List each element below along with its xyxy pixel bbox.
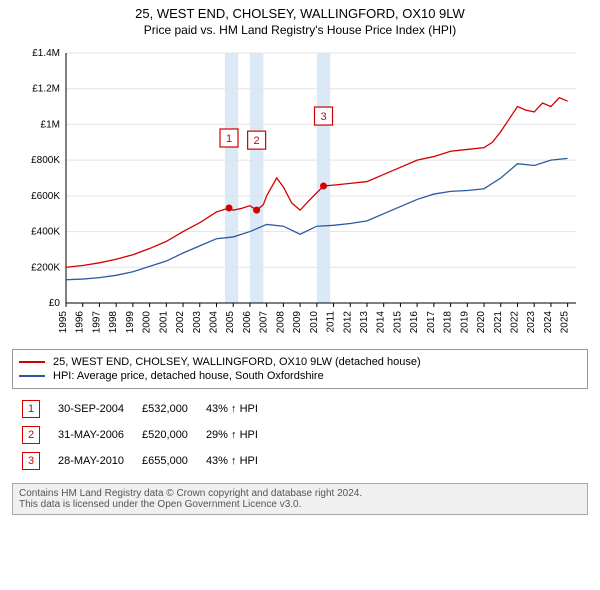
sale-number-box: 2: [22, 426, 40, 444]
sale-number: 3: [320, 111, 326, 123]
y-tick-label: £1.4M: [32, 48, 60, 59]
x-tick-label: 2018: [443, 311, 454, 334]
y-tick-label: £1M: [41, 119, 60, 130]
sale-date: 31-MAY-2006: [50, 423, 132, 447]
x-tick-label: 2010: [309, 311, 320, 334]
y-tick-label: £0: [49, 298, 61, 309]
table-row: 1 30-SEP-2004£532,00043% ↑ HPI: [14, 397, 266, 421]
x-tick-label: 2004: [208, 311, 219, 334]
sale-marker: [253, 207, 260, 214]
x-tick-label: 2015: [392, 311, 403, 334]
sale-price: £655,000: [134, 449, 196, 473]
highlight-band: [250, 53, 263, 303]
x-tick-label: 2023: [526, 311, 537, 334]
sale-delta: 43% ↑ HPI: [198, 449, 266, 473]
x-tick-label: 2006: [242, 311, 253, 334]
x-tick-label: 1998: [108, 311, 119, 334]
x-tick-label: 2009: [292, 311, 303, 334]
x-tick-label: 1996: [75, 311, 86, 334]
x-tick-label: 1997: [91, 311, 102, 334]
legend-swatch: [19, 375, 45, 377]
x-tick-label: 2013: [359, 311, 370, 334]
sale-price: £520,000: [134, 423, 196, 447]
sale-number: 2: [254, 135, 260, 147]
sale-delta: 29% ↑ HPI: [198, 423, 266, 447]
table-row: 2 31-MAY-2006£520,00029% ↑ HPI: [14, 423, 266, 447]
highlight-band: [317, 53, 330, 303]
x-tick-label: 2011: [326, 311, 337, 333]
sale-delta: 43% ↑ HPI: [198, 397, 266, 421]
x-tick-label: 2000: [142, 311, 153, 334]
y-tick-label: £600K: [31, 191, 60, 202]
sale-number-box: 3: [22, 452, 40, 470]
sale-date: 30-SEP-2004: [50, 397, 132, 421]
y-tick-label: £1.2M: [32, 84, 60, 95]
attribution-line2: This data is licensed under the Open Gov…: [19, 499, 581, 510]
attribution-line1: Contains HM Land Registry data © Crown c…: [19, 488, 581, 499]
legend-label: 25, WEST END, CHOLSEY, WALLINGFORD, OX10…: [53, 356, 421, 368]
sale-marker: [226, 205, 233, 212]
y-tick-label: £800K: [31, 155, 60, 166]
table-row: 3 28-MAY-2010£655,00043% ↑ HPI: [14, 449, 266, 473]
x-tick-label: 2007: [259, 311, 270, 334]
x-tick-label: 2002: [175, 311, 186, 334]
x-tick-label: 2014: [376, 311, 387, 334]
legend-row: HPI: Average price, detached house, Sout…: [19, 370, 581, 382]
y-tick-label: £400K: [31, 227, 60, 238]
legend: 25, WEST END, CHOLSEY, WALLINGFORD, OX10…: [12, 349, 588, 389]
x-tick-label: 1995: [58, 311, 69, 334]
sale-price: £532,000: [134, 397, 196, 421]
x-tick-label: 2012: [342, 311, 353, 334]
x-tick-label: 2022: [509, 311, 520, 334]
legend-row: 25, WEST END, CHOLSEY, WALLINGFORD, OX10…: [19, 356, 581, 368]
x-tick-label: 2005: [225, 311, 236, 334]
highlight-band: [225, 53, 238, 303]
x-tick-label: 2020: [476, 311, 487, 334]
x-tick-label: 2021: [493, 311, 504, 334]
x-tick-label: 2019: [459, 311, 470, 334]
sale-date: 28-MAY-2010: [50, 449, 132, 473]
x-tick-label: 2008: [275, 311, 286, 334]
x-tick-label: 2024: [543, 311, 554, 334]
x-tick-label: 2016: [409, 311, 420, 334]
chart-area: £0 £200K £400K £600K £800K £1M £1.2M £1.4M 1995 1…: [12, 43, 588, 343]
legend-swatch: [19, 361, 45, 363]
sale-number: 1: [226, 133, 232, 145]
legend-label: HPI: Average price, detached house, Sout…: [53, 370, 324, 382]
sale-number-box: 1: [22, 400, 40, 418]
x-tick-label: 2017: [426, 311, 437, 334]
x-tick-label: 2001: [158, 311, 169, 334]
sale-marker: [320, 183, 327, 190]
y-tick-label: £200K: [31, 262, 60, 273]
x-tick-label: 2025: [560, 311, 571, 334]
sales-table: 130-SEP-2004£532,00043% ↑ HPI231-MAY-200…: [12, 395, 268, 475]
x-tick-label: 2003: [192, 311, 203, 334]
chart-title-line2: Price paid vs. HM Land Registry's House …: [0, 23, 600, 37]
x-tick-label: 1999: [125, 311, 136, 334]
chart-title-line1: 25, WEST END, CHOLSEY, WALLINGFORD, OX10…: [0, 6, 600, 21]
attribution: Contains HM Land Registry data © Crown c…: [12, 483, 588, 515]
